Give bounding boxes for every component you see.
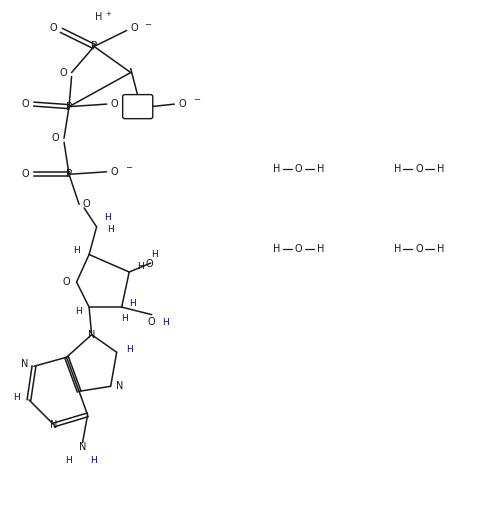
Text: O: O [148,317,156,327]
Text: −: − [193,96,200,105]
Text: H: H [104,213,111,223]
Text: O: O [52,133,59,143]
Text: O: O [59,67,67,78]
Text: H: H [90,456,97,465]
Text: O: O [62,277,71,287]
Text: O: O [49,24,57,33]
FancyBboxPatch shape [122,95,153,119]
Text: −: − [125,96,132,105]
Text: +: + [106,11,111,17]
Text: N: N [79,443,86,452]
Text: H: H [273,164,281,174]
Text: H: H [65,456,72,465]
Text: H: H [437,245,445,254]
Text: H: H [121,314,128,323]
Text: H: H [137,262,144,270]
Text: H: H [13,393,20,402]
Text: O: O [21,169,29,179]
Text: H: H [273,245,281,254]
Text: H: H [437,164,445,174]
Text: P: P [66,169,72,179]
Text: O: O [111,167,118,177]
Text: H: H [75,307,82,316]
Text: P: P [91,42,97,51]
Text: N: N [50,420,57,430]
Text: H: H [126,345,133,354]
Text: −: − [144,20,151,29]
Text: Rh: Rh [130,100,146,113]
Text: O: O [415,245,423,254]
Text: H: H [107,225,114,234]
Text: O: O [415,164,423,174]
Text: H: H [151,250,158,259]
Text: O: O [295,164,302,174]
Text: O: O [178,99,186,109]
Text: H: H [317,245,325,254]
Text: H: H [394,245,401,254]
Text: O: O [295,245,302,254]
Text: O: O [83,199,90,209]
Text: P: P [66,102,72,112]
Text: N: N [116,381,123,391]
Text: H: H [95,12,103,23]
Text: O: O [131,24,138,33]
Text: H: H [73,246,80,255]
Text: H: H [317,164,325,174]
Text: N: N [88,329,95,340]
Text: O: O [21,99,29,109]
Text: −: − [125,163,132,172]
Text: H: H [162,318,169,327]
Text: O: O [146,259,153,268]
Text: H: H [394,164,401,174]
Text: H: H [130,299,136,307]
Text: N: N [21,359,29,369]
Text: O: O [111,99,118,109]
